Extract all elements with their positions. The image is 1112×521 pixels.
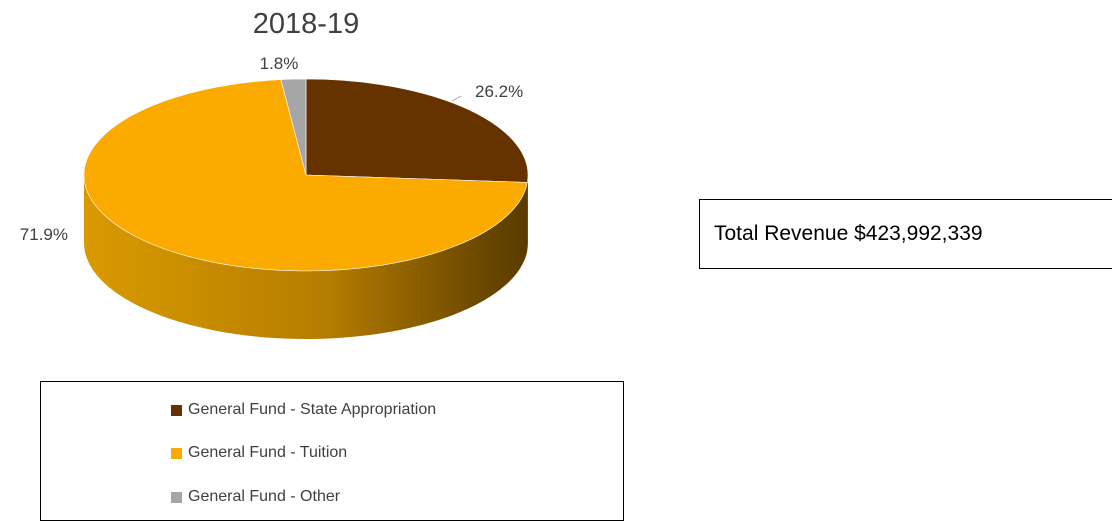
slice-tuition <box>83 79 528 272</box>
leader-line <box>451 95 462 102</box>
total-revenue-box: Total Revenue $423,992,339 <box>699 199 1112 269</box>
legend-swatch-tuition <box>171 447 182 459</box>
slice-state-appropriation <box>305 78 529 183</box>
slice-other <box>280 78 307 176</box>
legend-label: General Fund - State Appropriation <box>188 401 437 418</box>
slice-tuition-label: 71.9% <box>20 225 68 244</box>
slice-state-appropriation-wall <box>527 175 528 251</box>
pie-side-walls <box>84 175 528 340</box>
legend-item-other: General Fund - Other <box>171 486 340 508</box>
pie-data-labels: 26.2% 71.9% 1.8% <box>20 54 523 244</box>
legend-item-state-appropriation: General Fund - State Appropriation <box>171 399 436 421</box>
pie-top-slices <box>83 78 529 272</box>
slice-state-appropriation-label: 26.2% <box>475 82 523 101</box>
legend-label: General Fund - Tuition <box>188 444 348 461</box>
legend-item-tuition: General Fund - Tuition <box>171 442 347 464</box>
legend-swatch-other <box>171 491 182 503</box>
total-revenue-text: Total Revenue $423,992,339 <box>714 222 983 245</box>
legend-swatch-state-appropriation <box>171 404 182 416</box>
legend: General Fund - State Appropriation Gener… <box>40 381 624 521</box>
slice-other-label: 1.8% <box>260 54 299 73</box>
chart-title: 2018-19 <box>253 8 359 40</box>
slice-tuition-wall <box>84 175 528 340</box>
legend-label: General Fund - Other <box>188 488 341 505</box>
